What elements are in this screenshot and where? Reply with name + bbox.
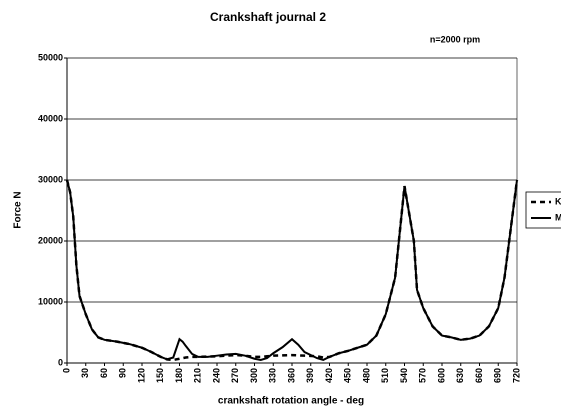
x-tick-label: 30 [80, 368, 90, 378]
x-tick-label: 150 [155, 368, 165, 383]
y-tick-label: 50000 [38, 52, 63, 62]
x-tick-label: 120 [136, 368, 146, 383]
x-tick-label: 540 [399, 368, 409, 383]
legend-label: M [555, 212, 561, 222]
x-tick-label: 60 [99, 368, 109, 378]
x-tick-label: 570 [418, 368, 428, 383]
x-tick-label: 690 [493, 368, 503, 383]
x-tick-label: 90 [118, 368, 128, 378]
x-axis-label: crankshaft rotation angle - deg [218, 396, 364, 407]
x-tick-label: 600 [436, 368, 446, 383]
x-tick-label: 720 [511, 368, 521, 383]
x-tick-label: 510 [380, 368, 390, 383]
line-series [66, 179, 518, 362]
x-tick-label: 0 [61, 368, 71, 373]
x-tick-label: 390 [305, 368, 315, 383]
legend-label: K [555, 196, 561, 206]
x-tick-label: 450 [343, 368, 353, 383]
x-tick-label: 360 [286, 368, 296, 383]
annotation: n=2000 rpm [430, 34, 480, 44]
x-tick-label: 420 [324, 368, 334, 383]
y-tick-label: 10000 [38, 296, 63, 306]
y-tick-label: 40000 [38, 113, 63, 123]
y-axis-label: Force N [13, 191, 24, 228]
x-tick-label: 630 [455, 368, 465, 383]
legend-box [525, 191, 561, 229]
x-tick-label: 180 [174, 368, 184, 383]
y-tick-label: 0 [58, 357, 63, 367]
x-tick-label: 270 [230, 368, 240, 383]
x-tick-label: 210 [193, 368, 203, 383]
x-tick-label: 240 [211, 368, 221, 383]
x-tick-label: 660 [474, 368, 484, 383]
chart-title: Crankshaft journal 2 [210, 10, 326, 24]
y-tick-label: 30000 [38, 174, 63, 184]
x-tick-label: 330 [268, 368, 278, 383]
y-tick-label: 20000 [38, 235, 63, 245]
x-tick-label: 300 [249, 368, 259, 383]
line-series [65, 179, 519, 362]
x-tick-label: 480 [361, 368, 371, 383]
